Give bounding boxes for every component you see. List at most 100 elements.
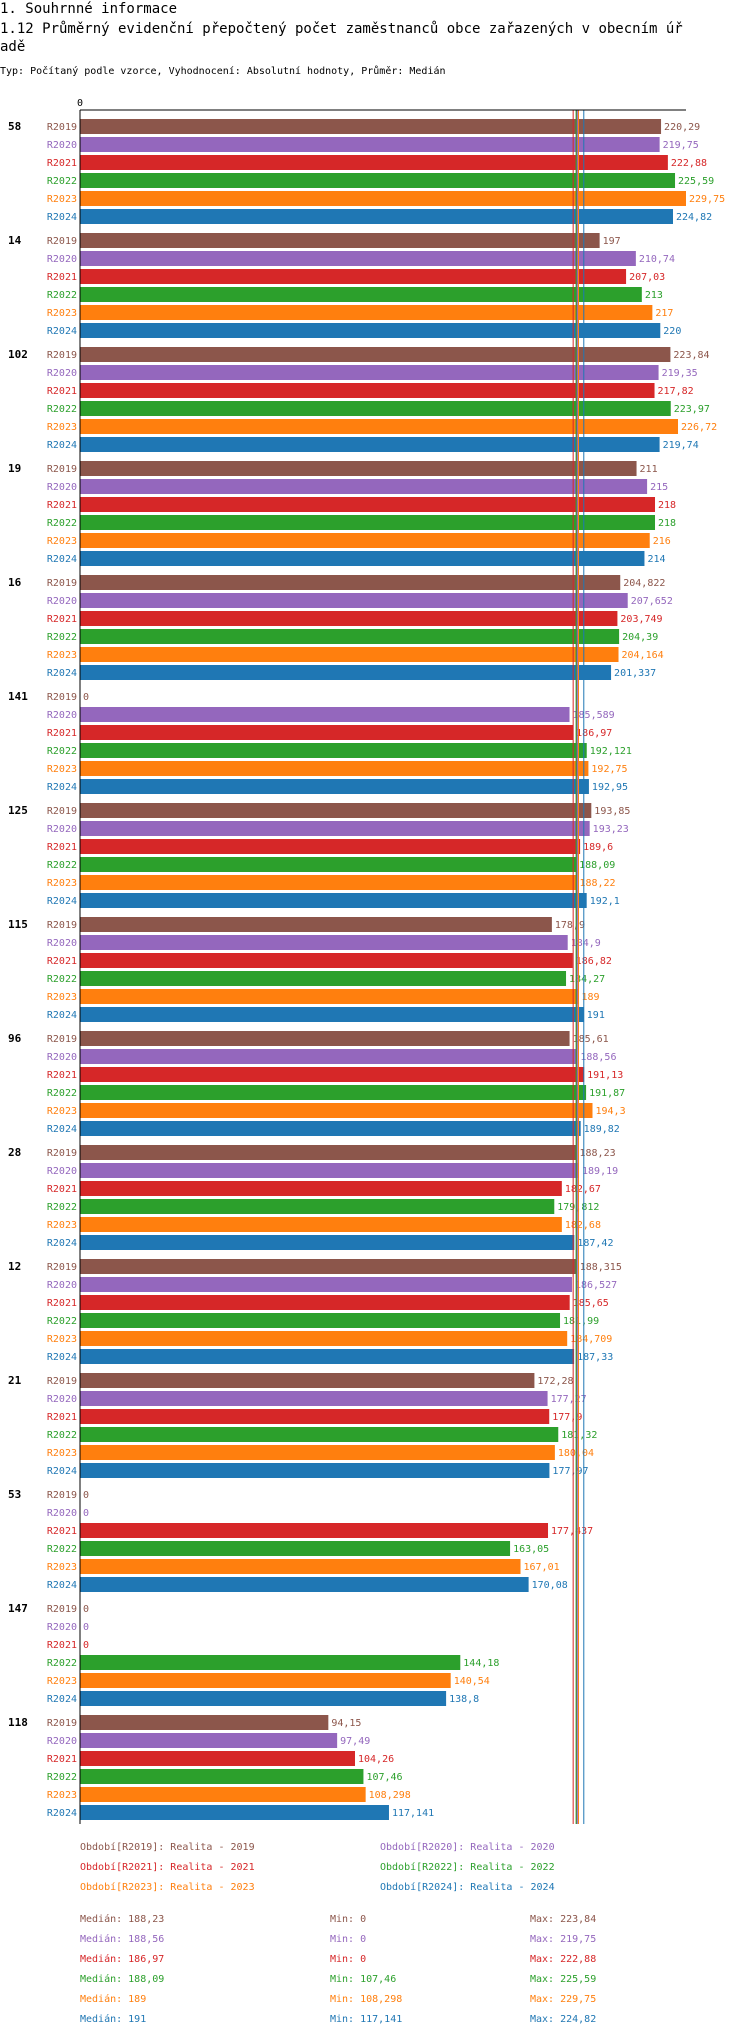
bar-value-label: 225,59: [678, 176, 714, 187]
bar-value-label: 222,88: [671, 158, 707, 169]
series-label: R2022: [47, 1088, 77, 1099]
bar: [80, 119, 662, 134]
bar-value-label: 0: [83, 1622, 89, 1633]
bar-value-label: 182,68: [565, 1220, 601, 1231]
series-label: R2022: [47, 746, 77, 757]
group-label: 118: [8, 1716, 28, 1729]
bar: [80, 707, 570, 722]
series-label: R2021: [47, 1640, 77, 1651]
bar-value-label: 189,6: [583, 842, 613, 853]
bar-value-label: 104,26: [358, 1754, 394, 1765]
bar: [80, 1067, 585, 1082]
bar: [80, 155, 668, 170]
series-label: R2019: [47, 806, 77, 817]
series-label: R2019: [47, 1376, 77, 1387]
bar: [80, 725, 574, 740]
series-label: R2023: [47, 878, 77, 889]
group-label: 21: [8, 1374, 22, 1387]
bar-value-label: 163,05: [513, 1544, 549, 1555]
bar: [80, 1103, 593, 1118]
bar: [80, 551, 645, 566]
series-label: R2024: [47, 1808, 77, 1819]
stat-max: Max: 219,75: [530, 1934, 597, 1945]
series-label: R2019: [47, 920, 77, 931]
series-label: R2023: [47, 1334, 77, 1345]
bar: [80, 821, 590, 836]
bar-value-label: 184,27: [569, 974, 605, 985]
group-label: 19: [8, 462, 21, 475]
series-label: R2019: [47, 578, 77, 589]
bar: [80, 1673, 451, 1688]
group-label: 102: [8, 348, 28, 361]
bar-value-label: 186,97: [576, 728, 612, 739]
group-label: 115: [8, 918, 28, 931]
bar-value-label: 0: [83, 1604, 89, 1615]
series-label: R2021: [47, 1070, 77, 1081]
series-label: R2022: [47, 1772, 77, 1783]
bar: [80, 575, 621, 590]
bar: [80, 251, 636, 266]
bar: [80, 1409, 550, 1424]
bar-value-label: 217,82: [658, 386, 694, 397]
bar: [80, 1181, 562, 1196]
series-label: R2021: [47, 1184, 77, 1195]
series-label: R2020: [47, 710, 77, 721]
bar: [80, 1577, 529, 1592]
series-label: R2024: [47, 896, 77, 907]
bar: [80, 647, 619, 662]
section-heading: 1. Souhrnné informace: [0, 1, 178, 17]
bar-value-label: 177,27: [551, 1394, 587, 1405]
bar-value-label: 188,23: [579, 1148, 615, 1159]
series-label: R2024: [47, 668, 77, 679]
bar: [80, 365, 659, 380]
bar-value-label: 188,09: [579, 860, 615, 871]
series-label: R2019: [47, 692, 77, 703]
series-label: R2020: [47, 596, 77, 607]
bar-value-label: 185,65: [573, 1298, 609, 1309]
bar: [80, 497, 656, 512]
bar-value-label: 189,82: [584, 1124, 620, 1135]
bar: [80, 1769, 364, 1784]
series-label: R2022: [47, 290, 77, 301]
bar: [80, 779, 589, 794]
series-label: R2024: [47, 212, 77, 223]
bar: [80, 1121, 581, 1136]
bar-value-label: 207,652: [631, 596, 673, 607]
bar: [80, 629, 620, 644]
bar-value-label: 184,9: [571, 938, 601, 949]
bar: [80, 1427, 559, 1442]
group-label: 14: [8, 234, 22, 247]
stat-median: Medián: 188,23: [80, 1914, 165, 1925]
series-label: R2022: [47, 860, 77, 871]
series-label: R2023: [47, 1790, 77, 1801]
bar-value-label: 194,3: [595, 1106, 625, 1117]
series-label: R2022: [47, 1202, 77, 1213]
bar-value-label: 220: [663, 326, 681, 337]
stat-median: Medián: 191: [80, 2014, 147, 2025]
bar: [80, 971, 567, 986]
group-label: 16: [8, 576, 22, 589]
bar-value-label: 108,298: [369, 1790, 411, 1801]
bar: [80, 1349, 575, 1364]
series-label: R2023: [47, 308, 77, 319]
bar-value-label: 219,35: [662, 368, 698, 379]
series-label: R2022: [47, 1658, 77, 1669]
series-label: R2023: [47, 1106, 77, 1117]
series-label: R2024: [47, 440, 77, 451]
stat-max: Max: 229,75: [530, 1994, 597, 2005]
bar: [80, 479, 648, 494]
bar: [80, 1049, 578, 1064]
bar-chart: 0 58 R2019 220,29 R2020 219,75 R2021 222,88 R202…: [8, 98, 725, 1824]
bar: [80, 419, 679, 434]
bar: [80, 1163, 580, 1178]
series-label: R2023: [47, 194, 77, 205]
chart-title-line-2: adě: [0, 39, 26, 55]
bar: [80, 1691, 447, 1706]
bar: [80, 917, 552, 932]
bar-value-label: 188,56: [580, 1052, 616, 1063]
bar-value-label: 192,95: [592, 782, 628, 793]
bar: [80, 209, 673, 224]
bar: [80, 233, 600, 248]
stat-min: Min: 108,298: [330, 1994, 403, 2005]
bar-value-label: 0: [83, 1508, 89, 1519]
